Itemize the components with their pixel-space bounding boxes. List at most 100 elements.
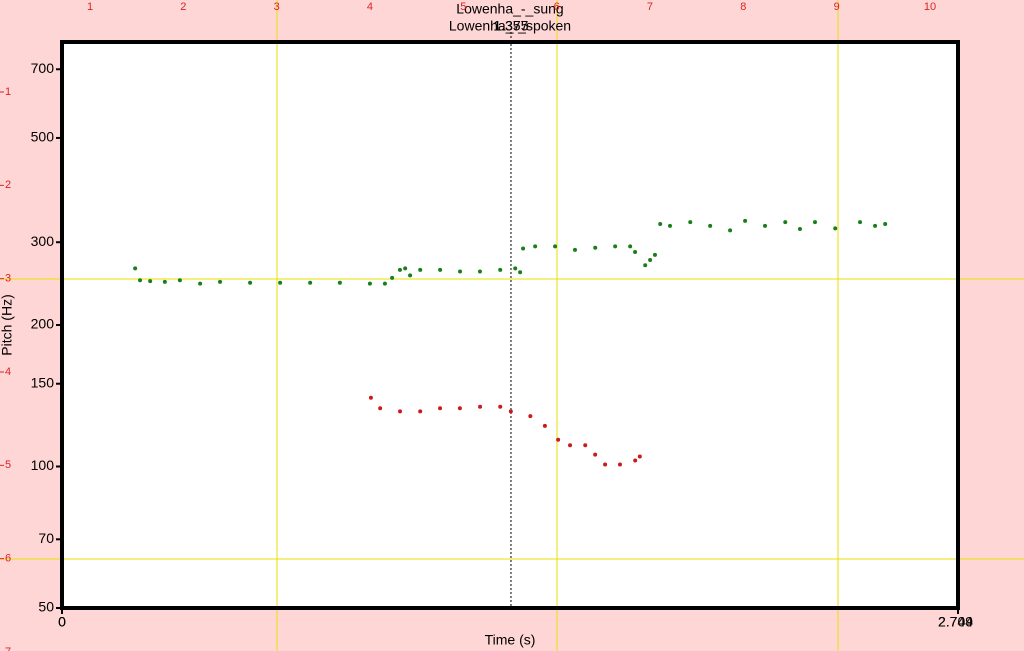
ruler-label: 9 — [834, 1, 840, 13]
pitch-point — [498, 267, 503, 272]
ruler-label: 6 — [554, 1, 560, 13]
ruler-label: 1 — [87, 1, 93, 13]
ruler-label: 7 — [647, 1, 653, 13]
ruler-label: 7 — [5, 646, 11, 651]
pitch-point — [688, 220, 693, 225]
ruler-label: 2 — [180, 1, 186, 13]
pitch-point — [162, 279, 167, 284]
ruler-label: 6 — [5, 553, 11, 565]
pitch-point — [397, 267, 402, 272]
pitch-point — [198, 281, 203, 286]
ruler-label: 4 — [367, 1, 373, 13]
pitch-point — [833, 226, 838, 231]
pitch-point — [390, 275, 395, 280]
pitch-point — [572, 247, 577, 252]
pitch-point — [248, 280, 253, 285]
pitch-point — [763, 223, 768, 228]
x-axis-label: Time (s) — [485, 632, 536, 648]
pitch-point — [617, 462, 622, 467]
pitch-point — [418, 267, 423, 272]
pitch-point — [812, 220, 817, 225]
ruler-label: 3 — [274, 1, 280, 13]
y-tick-label: 100 — [31, 457, 55, 473]
pitch-point — [556, 437, 561, 442]
pitch-point — [148, 279, 153, 284]
pitch-point — [457, 406, 462, 411]
ruler-label: 3 — [5, 273, 11, 285]
pitch-point — [633, 249, 638, 254]
pitch-point — [177, 278, 182, 283]
title: Lowenha_-_spoken — [449, 18, 571, 34]
x-tick-label: 2.744 — [938, 614, 973, 630]
pitch-point — [708, 223, 713, 228]
pitch-point — [652, 252, 657, 257]
pitch-point — [403, 266, 408, 271]
y-tick-label: 150 — [31, 374, 55, 390]
pitch-point — [873, 223, 878, 228]
y-tick-label: 300 — [31, 233, 55, 249]
pitch-point — [438, 406, 443, 411]
pitch-point — [278, 280, 283, 285]
pitch-point — [643, 263, 648, 268]
pitch-point — [367, 281, 372, 286]
y-tick-label: 200 — [31, 316, 55, 332]
pitch-point — [508, 409, 513, 414]
pitch-point — [533, 244, 538, 249]
y-tick-label: 70 — [38, 530, 54, 546]
pitch-point — [858, 220, 863, 225]
ruler-label: 8 — [740, 1, 746, 13]
pitch-point — [633, 458, 638, 463]
pitch-point — [743, 218, 748, 223]
pitch-point — [668, 223, 672, 228]
x-tick-label: 2.709 — [938, 614, 973, 630]
pitch-point — [593, 452, 598, 457]
pitch-point — [418, 409, 423, 414]
y-tick-label: 700 — [31, 60, 55, 76]
pitch-point — [458, 269, 463, 274]
pitch-point — [518, 270, 523, 275]
ruler-label: 1 — [5, 86, 11, 98]
pitch-point — [438, 267, 443, 272]
title: Lowenha_-_sung — [456, 1, 563, 17]
y-tick-label: 50 — [38, 599, 54, 615]
pitch-point — [603, 462, 608, 467]
pitch-point — [408, 273, 413, 278]
pitch-point — [583, 443, 588, 448]
pitch-point — [382, 281, 387, 286]
pitch-point — [613, 244, 618, 249]
pitch-point — [378, 406, 383, 411]
pitch-point — [513, 266, 518, 271]
pitch-point — [218, 279, 223, 284]
x-tick-label: 0 — [58, 614, 66, 630]
pitch-point — [628, 244, 633, 249]
pitch-point — [568, 443, 573, 448]
pitch-point — [658, 222, 663, 227]
pitch-point — [797, 227, 802, 232]
pitch-point — [478, 404, 483, 409]
ruler-label: 4 — [5, 366, 11, 378]
y-tick-label: 500 — [31, 129, 55, 145]
pitch-point — [528, 414, 533, 419]
pitch-point — [477, 269, 482, 274]
x-tick-label: 0 — [58, 614, 66, 630]
ruler-label: 2 — [5, 179, 11, 191]
pitch-point — [783, 220, 788, 225]
pitch-point — [337, 280, 342, 285]
pitch-point — [133, 266, 138, 271]
ruler-label: 5 — [5, 459, 11, 471]
cursor-label: 1.357 — [493, 18, 528, 34]
pitch-point — [521, 246, 526, 251]
pitch-point — [637, 454, 642, 459]
cursor-label: 1.375 — [493, 18, 528, 34]
ruler-label: 10 — [924, 1, 936, 13]
pitch-point — [883, 222, 888, 227]
pitch-point — [542, 423, 547, 428]
pitch-point — [398, 409, 403, 414]
pitch-point — [138, 278, 143, 283]
y-axis-label: Pitch (Hz) — [0, 294, 15, 355]
pitch-point — [498, 404, 503, 409]
pitch-point — [648, 257, 653, 262]
ruler-label: 5 — [460, 1, 466, 13]
